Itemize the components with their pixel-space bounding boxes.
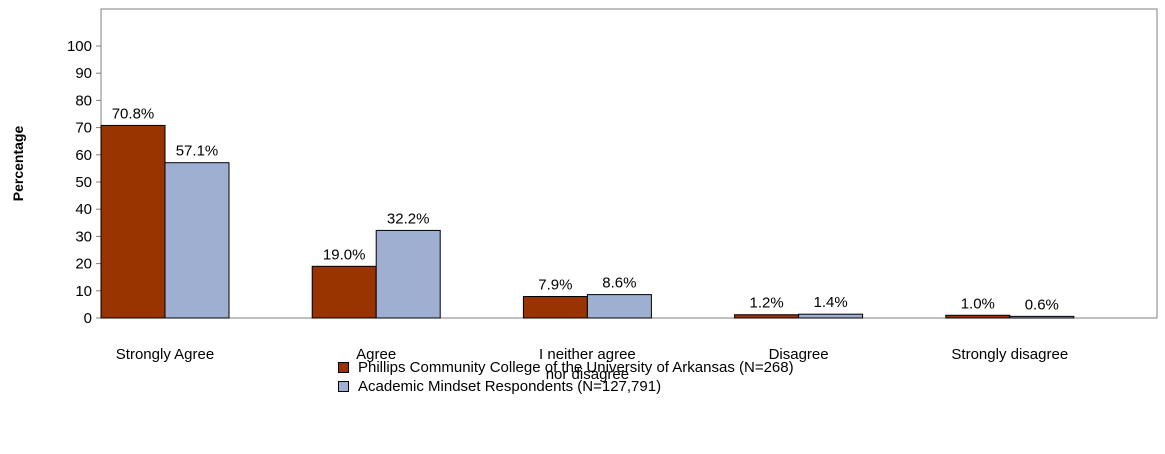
data-label-series-2-cat-3: 8.6%	[602, 275, 636, 292]
y-axis-title: Percentage	[10, 126, 26, 202]
y-tick-label-0: 0	[84, 310, 92, 327]
bar-series-1-cat-2	[311, 265, 377, 319]
legend-item-series-2: Academic Mindset Respondents (N=127,791)	[338, 377, 794, 396]
bar-series-2-cat-1	[164, 162, 230, 319]
category-label-5: Strongly disagree	[951, 346, 1068, 363]
category-label-2: Agree	[356, 346, 396, 363]
y-tick-label-20: 20	[75, 256, 92, 273]
data-label-series-2-cat-1: 57.1%	[176, 143, 219, 160]
bar-series-1-cat-4	[734, 314, 800, 319]
data-label-series-1-cat-1: 70.8%	[112, 105, 155, 122]
y-tick-label-30: 30	[75, 228, 92, 245]
data-label-series-1-cat-3: 7.9%	[538, 277, 572, 294]
data-label-series-1-cat-4: 1.2%	[749, 295, 783, 312]
legend-swatch-series-2	[338, 381, 349, 392]
bar-series-2-cat-3	[586, 294, 652, 319]
y-tick-label-60: 60	[75, 147, 92, 164]
bar-series-1-cat-3	[522, 296, 588, 319]
legend: Phillips Community College of the Univer…	[338, 358, 794, 396]
plot-frame	[100, 8, 1158, 319]
legend-swatch-series-1	[338, 362, 349, 373]
y-tick-label-50: 50	[75, 174, 92, 191]
y-tick-label-100: 100	[67, 38, 92, 55]
category-label-4: Disagree	[769, 346, 829, 363]
bar-series-2-cat-4	[798, 313, 864, 319]
category-label-3-line-1: I neither agree	[539, 346, 636, 363]
legend-label-series-1: Phillips Community College of the Univer…	[358, 359, 794, 376]
y-tick-label-90: 90	[75, 65, 92, 82]
data-label-series-2-cat-2: 32.2%	[387, 210, 430, 227]
bar-series-1-cat-1	[100, 124, 166, 319]
category-label-3-line-2: nor disagree	[546, 366, 629, 383]
y-tick-label-10: 10	[75, 283, 92, 300]
legend-label-series-2: Academic Mindset Respondents (N=127,791)	[358, 378, 662, 395]
data-label-series-1-cat-2: 19.0%	[323, 246, 366, 263]
data-label-series-1-cat-5: 1.0%	[961, 295, 995, 312]
category-label-1: Strongly Agree	[116, 346, 214, 363]
y-tick-label-80: 80	[75, 92, 92, 109]
y-tick-label-40: 40	[75, 201, 92, 218]
data-label-series-2-cat-5: 0.6%	[1025, 296, 1059, 313]
data-label-series-2-cat-4: 1.4%	[813, 294, 847, 311]
bar-series-2-cat-5	[1009, 315, 1075, 319]
legend-item-series-1: Phillips Community College of the Univer…	[338, 358, 794, 377]
y-tick-label-70: 70	[75, 120, 92, 137]
bar-series-2-cat-2	[375, 229, 441, 319]
bar-series-1-cat-5	[945, 314, 1011, 319]
